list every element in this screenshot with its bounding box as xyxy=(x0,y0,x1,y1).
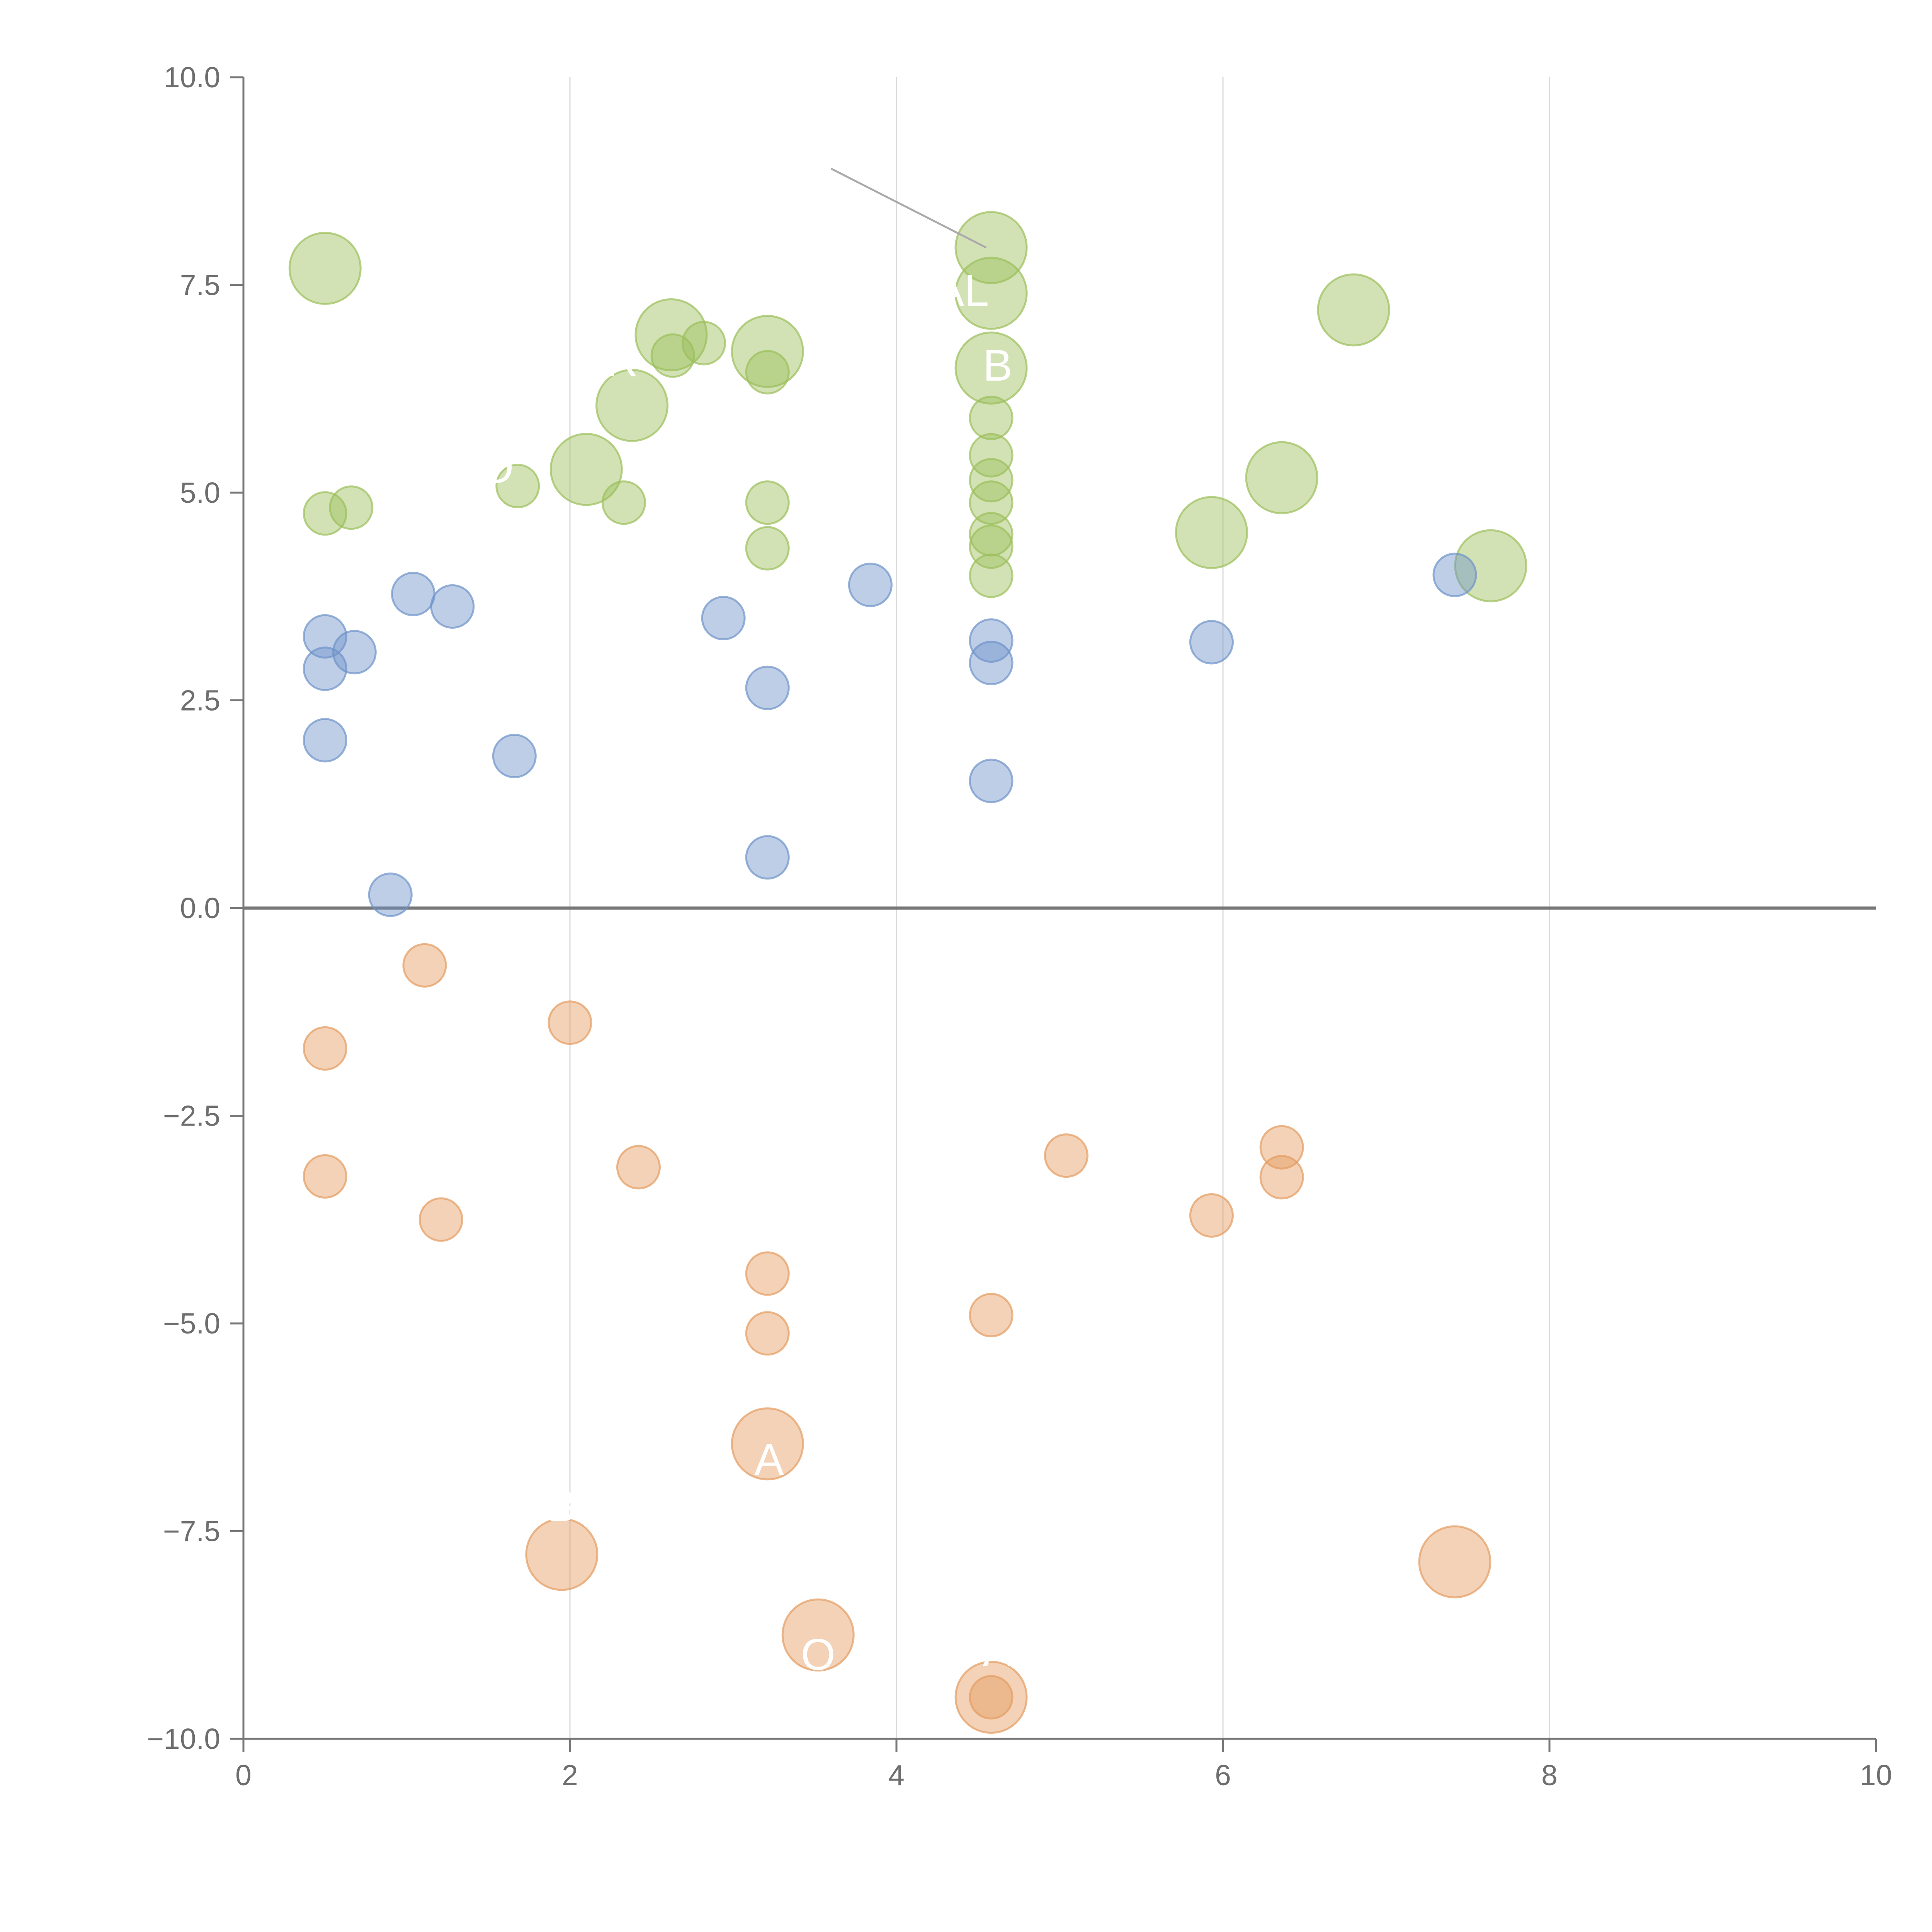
blue-point xyxy=(1432,553,1477,597)
x-tick-label: 6 xyxy=(1215,1759,1231,1791)
blue-point xyxy=(303,614,347,659)
x-tick-label: 10 xyxy=(1860,1759,1892,1791)
green-point xyxy=(969,480,1014,525)
green-point xyxy=(601,480,646,525)
point-annotation-label: B xyxy=(983,341,1013,390)
y-tick-label: 0.0 xyxy=(180,892,220,924)
y-tick-label: −7.5 xyxy=(163,1515,220,1548)
orange-point xyxy=(1418,1525,1492,1599)
y-tick-label: 5.0 xyxy=(180,476,220,509)
x-tick-label: 2 xyxy=(562,1759,578,1791)
annotations-layer: AL B R O A B O A xyxy=(479,168,1013,1680)
points-layer xyxy=(288,211,1527,1734)
green-point xyxy=(954,211,1028,284)
green-point xyxy=(745,480,790,525)
orange-point xyxy=(1044,1133,1088,1178)
point-annotation-label: O xyxy=(479,443,514,492)
blue-point xyxy=(745,835,790,880)
green-point xyxy=(1317,273,1390,347)
orange-point xyxy=(616,1145,661,1190)
orange-point xyxy=(303,1154,347,1199)
green-point xyxy=(303,491,347,536)
orange-point xyxy=(402,943,447,988)
y-tick-label: −5.0 xyxy=(163,1307,220,1340)
orange-point xyxy=(969,1293,1014,1337)
green-point xyxy=(495,464,540,509)
green-point xyxy=(745,526,790,571)
blue-point xyxy=(969,641,1014,685)
point-annotation-label: A xyxy=(754,1435,784,1484)
orange-point xyxy=(969,1675,1014,1719)
green-point xyxy=(1245,441,1318,514)
orange-point xyxy=(548,1000,592,1045)
point-annotation-label: R xyxy=(606,337,638,386)
y-tick-label: 10.0 xyxy=(164,61,220,94)
y-tick-label: 2.5 xyxy=(180,684,220,717)
x-tick-label: 8 xyxy=(1541,1759,1558,1791)
green-point xyxy=(745,350,790,395)
orange-point xyxy=(745,1251,790,1296)
orange-point xyxy=(1259,1155,1304,1200)
green-point xyxy=(681,321,726,366)
orange-point xyxy=(781,1598,855,1672)
blue-point xyxy=(303,646,347,691)
orange-point xyxy=(418,1197,463,1242)
y-tick-label: 7.5 xyxy=(180,269,220,301)
blue-point xyxy=(745,665,790,710)
x-tick-label: 4 xyxy=(888,1759,905,1791)
x-tick-label: 0 xyxy=(235,1759,252,1791)
green-point xyxy=(969,396,1014,440)
blue-point xyxy=(701,596,746,641)
y-tick-label: −10.0 xyxy=(147,1723,220,1755)
green-point xyxy=(329,485,374,530)
blue-point xyxy=(969,618,1014,663)
green-point xyxy=(549,433,623,506)
point-annotation-label: O xyxy=(801,1630,835,1680)
green-point xyxy=(1175,496,1248,569)
green-point xyxy=(969,433,1014,478)
axes-layer: 0 2 4 6 8 10 10.0 7.5 5.0 2.5 0.0 −2.5 −5.0 −7.5 −10.0 xyxy=(147,61,1892,1791)
green-point xyxy=(595,369,669,442)
blue-point xyxy=(332,630,377,675)
green-point xyxy=(1454,529,1527,602)
point-annotation-label: A xyxy=(983,1626,1013,1675)
blue-point xyxy=(848,563,893,607)
y-tick-label: −2.5 xyxy=(163,1100,220,1132)
annotation-leader-line xyxy=(830,168,987,248)
blue-point xyxy=(430,584,475,629)
orange-point xyxy=(1189,1193,1234,1238)
point-annotation-label: B xyxy=(547,1481,577,1531)
green-point xyxy=(288,232,362,305)
blue-point xyxy=(969,759,1014,803)
blue-point xyxy=(492,734,537,779)
green-point xyxy=(954,332,1028,405)
blue-point xyxy=(391,571,435,616)
green-point xyxy=(969,458,1014,503)
point-annotation-label: AL xyxy=(935,266,989,315)
green-point xyxy=(969,553,1014,598)
orange-point xyxy=(525,1518,599,1591)
orange-point xyxy=(745,1311,790,1356)
orange-point xyxy=(731,1407,804,1481)
orange-point xyxy=(954,1661,1028,1734)
blue-point xyxy=(1189,620,1234,665)
blue-point xyxy=(368,872,413,917)
blue-point xyxy=(303,718,347,763)
green-point xyxy=(954,257,1028,330)
orange-point xyxy=(303,1026,347,1071)
